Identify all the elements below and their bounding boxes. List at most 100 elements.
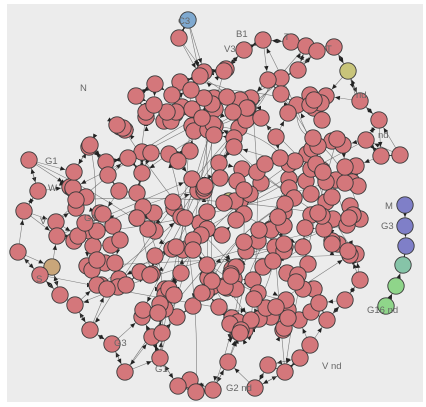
graph-node[interactable] bbox=[250, 221, 268, 239]
graph-node[interactable] bbox=[128, 209, 146, 227]
graph-node[interactable] bbox=[172, 264, 190, 282]
graph-node[interactable] bbox=[176, 209, 194, 227]
graph-node[interactable] bbox=[336, 158, 354, 176]
graph-node[interactable] bbox=[276, 363, 294, 381]
graph-node[interactable] bbox=[351, 92, 369, 110]
graph-node[interactable] bbox=[106, 254, 124, 272]
graph-node[interactable] bbox=[210, 154, 228, 172]
graph-node[interactable] bbox=[182, 81, 200, 99]
graph-node[interactable] bbox=[215, 62, 233, 80]
graph-node[interactable] bbox=[169, 377, 187, 395]
graph-node[interactable] bbox=[149, 304, 167, 322]
graph-node[interactable] bbox=[301, 336, 319, 354]
graph-node[interactable] bbox=[264, 252, 282, 270]
graph-node-green[interactable] bbox=[387, 277, 405, 295]
graph-node[interactable] bbox=[29, 182, 47, 200]
graph-node[interactable] bbox=[187, 383, 205, 401]
graph-node[interactable] bbox=[222, 267, 240, 285]
graph-node-blue[interactable] bbox=[179, 11, 197, 29]
graph-node[interactable] bbox=[117, 276, 135, 294]
graph-node[interactable] bbox=[184, 241, 202, 259]
graph-node[interactable] bbox=[302, 185, 320, 203]
graph-node[interactable] bbox=[145, 96, 163, 114]
graph-node[interactable] bbox=[196, 177, 214, 195]
graph-node[interactable] bbox=[170, 29, 188, 47]
graph-node-teal[interactable] bbox=[394, 256, 412, 274]
graph-node[interactable] bbox=[20, 151, 38, 169]
graph-node[interactable] bbox=[294, 238, 312, 256]
graph-node[interactable] bbox=[213, 226, 231, 244]
graph-node[interactable] bbox=[296, 219, 314, 237]
graph-node[interactable] bbox=[259, 71, 277, 89]
graph-node[interactable] bbox=[88, 222, 106, 240]
graph-node[interactable] bbox=[198, 203, 216, 221]
graph-node[interactable] bbox=[235, 41, 253, 59]
graph-node[interactable] bbox=[291, 349, 309, 367]
graph-node[interactable] bbox=[235, 181, 253, 199]
graph-node[interactable] bbox=[246, 379, 264, 397]
graph-node[interactable] bbox=[111, 231, 129, 249]
graph-node[interactable] bbox=[336, 291, 354, 309]
graph-node[interactable] bbox=[271, 149, 289, 167]
graph-node-purple[interactable] bbox=[396, 217, 414, 235]
graph-node[interactable] bbox=[289, 61, 307, 79]
graph-node[interactable] bbox=[340, 209, 358, 227]
graph-node[interactable] bbox=[351, 271, 369, 289]
graph-node[interactable] bbox=[299, 255, 317, 273]
graph-node[interactable] bbox=[134, 301, 152, 319]
graph-node[interactable] bbox=[198, 256, 216, 274]
graph-node[interactable] bbox=[15, 202, 33, 220]
graph-node[interactable] bbox=[205, 126, 223, 144]
graph-node[interactable] bbox=[167, 238, 185, 256]
graph-node-olive[interactable] bbox=[339, 62, 357, 80]
graph-node[interactable] bbox=[218, 88, 236, 106]
graph-node[interactable] bbox=[323, 188, 341, 206]
graph-node[interactable] bbox=[108, 116, 126, 134]
graph-node[interactable] bbox=[210, 298, 228, 316]
graph-node[interactable] bbox=[48, 227, 66, 245]
graph-node[interactable] bbox=[227, 211, 245, 229]
graph-node[interactable] bbox=[203, 272, 221, 290]
graph-node[interactable] bbox=[139, 220, 157, 238]
graph-node[interactable] bbox=[256, 155, 274, 173]
graph-node[interactable] bbox=[245, 290, 263, 308]
graph-node[interactable] bbox=[372, 147, 390, 165]
graph-node[interactable] bbox=[151, 349, 169, 367]
graph-node[interactable] bbox=[88, 251, 106, 269]
graph-node[interactable] bbox=[65, 163, 83, 181]
graph-node[interactable] bbox=[309, 204, 327, 222]
graph-node[interactable] bbox=[254, 31, 272, 49]
graph-node[interactable] bbox=[287, 273, 305, 291]
graph-node[interactable] bbox=[116, 363, 134, 381]
graph-node[interactable] bbox=[141, 266, 159, 284]
graph-node[interactable] bbox=[98, 280, 116, 298]
graph-node[interactable] bbox=[269, 208, 287, 226]
graph-node[interactable] bbox=[259, 356, 277, 374]
graph-node[interactable] bbox=[9, 243, 27, 261]
graph-node[interactable] bbox=[272, 85, 290, 103]
graph-node[interactable] bbox=[225, 138, 243, 156]
graph-node[interactable] bbox=[286, 152, 304, 170]
graph-node[interactable] bbox=[76, 214, 94, 232]
graph-node[interactable] bbox=[81, 321, 99, 339]
graph-node[interactable] bbox=[252, 109, 270, 127]
graph-node[interactable] bbox=[163, 86, 181, 104]
graph-node[interactable] bbox=[279, 104, 297, 122]
graph-node[interactable] bbox=[279, 309, 297, 327]
graph-node[interactable] bbox=[81, 136, 99, 154]
graph-node[interactable] bbox=[318, 311, 336, 329]
graph-node[interactable] bbox=[308, 42, 326, 60]
graph-node[interactable] bbox=[267, 298, 285, 316]
graph-node-purple[interactable] bbox=[396, 196, 414, 214]
graph-node[interactable] bbox=[31, 266, 49, 284]
graph-node[interactable] bbox=[164, 193, 182, 211]
graph-node-tan[interactable] bbox=[43, 258, 61, 276]
graph-node[interactable] bbox=[204, 381, 222, 399]
graph-node[interactable] bbox=[181, 142, 199, 160]
graph-node[interactable] bbox=[99, 166, 117, 184]
graph-node[interactable] bbox=[313, 111, 331, 129]
graph-node[interactable] bbox=[142, 144, 160, 162]
graph-node[interactable] bbox=[235, 233, 253, 251]
graph-node[interactable] bbox=[51, 286, 69, 304]
graph-node[interactable] bbox=[215, 194, 233, 212]
